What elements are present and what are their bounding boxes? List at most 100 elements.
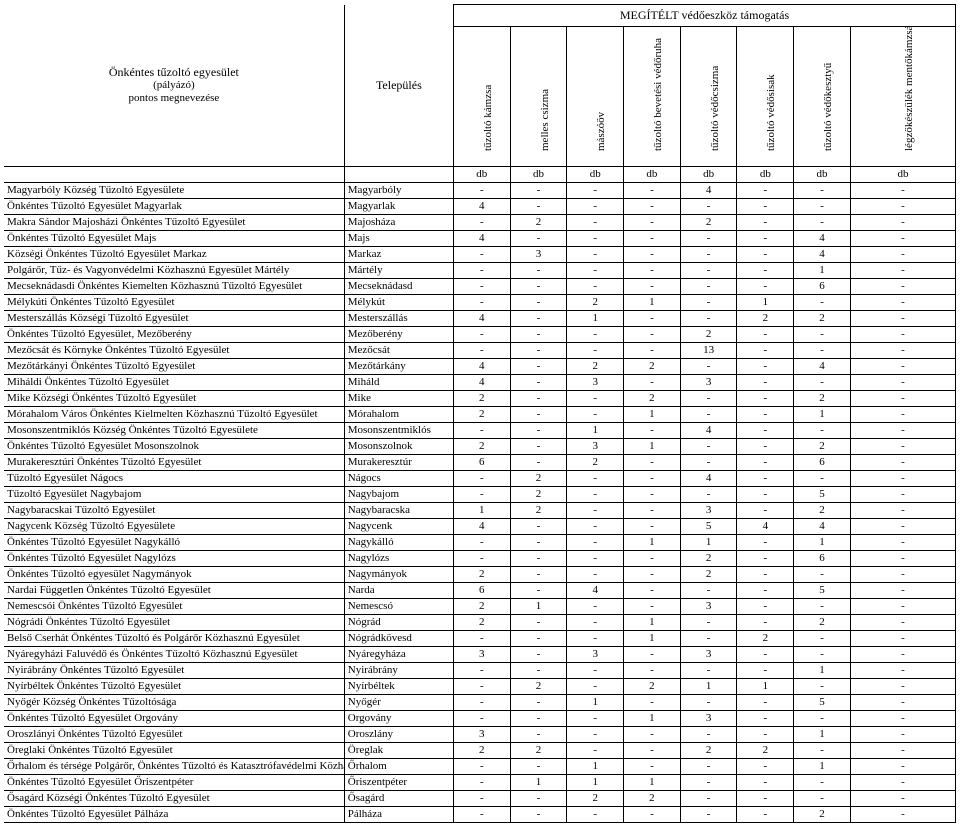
cell-value: 2: [794, 311, 851, 327]
cell-value: -: [850, 423, 955, 439]
cell-value: 2: [453, 407, 510, 423]
cell-name: Öreglaki Önkéntes Tűzoltó Egyesület: [4, 743, 344, 759]
cell-value: -: [624, 567, 681, 583]
cell-value: -: [510, 231, 567, 247]
cell-value: 4: [794, 359, 851, 375]
cell-value: -: [567, 183, 624, 199]
cell-value: -: [624, 599, 681, 615]
cell-town: Nagykálló: [344, 535, 453, 551]
cell-town: Nagybajom: [344, 487, 453, 503]
header-col-label-6: tűzoltó védőkesztyű: [822, 63, 835, 151]
header-applicant-line1: Önkéntes tűzoltó egyesület: [7, 66, 341, 79]
cell-name: Önkéntes Tűzoltó Egyesület Nagylózs: [4, 551, 344, 567]
cell-value: -: [567, 503, 624, 519]
cell-value: -: [737, 711, 794, 727]
table-row: Önkéntes Tűzoltó Egyesület PálházaPálház…: [4, 807, 956, 823]
cell-value: 2: [510, 487, 567, 503]
table-row: Belső Cserhát Önkéntes Tűzoltó és Polgár…: [4, 631, 956, 647]
cell-value: 3: [680, 647, 737, 663]
cell-town: Oroszlány: [344, 727, 453, 743]
cell-value: -: [680, 695, 737, 711]
cell-value: -: [680, 487, 737, 503]
table-row: Önkéntes Tűzoltó Egyesület NagylózsNagyl…: [4, 551, 956, 567]
cell-value: -: [624, 247, 681, 263]
header-title: MEGÍTÉLT védőeszköz támogatás: [453, 5, 955, 27]
cell-value: 2: [567, 791, 624, 807]
cell-value: -: [567, 615, 624, 631]
cell-name: Mecseknádasdi Önkéntes Kiemelten Közhasz…: [4, 279, 344, 295]
cell-value: 1: [737, 679, 794, 695]
cell-value: -: [624, 327, 681, 343]
cell-value: -: [737, 199, 794, 215]
cell-value: -: [737, 791, 794, 807]
table-row: Tűzoltó Egyesület NágocsNágocs-2--4---: [4, 471, 956, 487]
cell-value: 2: [567, 455, 624, 471]
cell-value: -: [737, 551, 794, 567]
cell-town: Nagymányok: [344, 567, 453, 583]
cell-name: Mezőcsát és Környke Önkéntes Tűzoltó Egy…: [4, 343, 344, 359]
cell-value: 4: [453, 375, 510, 391]
cell-value: 1: [794, 535, 851, 551]
table-row: Községi Önkéntes Tűzoltó Egyesület Marka…: [4, 247, 956, 263]
cell-town: Mezőtárkány: [344, 359, 453, 375]
cell-value: -: [850, 183, 955, 199]
cell-value: -: [850, 311, 955, 327]
cell-value: -: [624, 695, 681, 711]
cell-value: -: [850, 391, 955, 407]
cell-value: 1: [510, 599, 567, 615]
cell-value: -: [624, 455, 681, 471]
cell-value: 2: [680, 215, 737, 231]
cell-value: 1: [567, 759, 624, 775]
cell-town: Nyőgér: [344, 695, 453, 711]
cell-town: Mosonszentmiklós: [344, 423, 453, 439]
cell-value: -: [510, 551, 567, 567]
cell-value: -: [510, 615, 567, 631]
cell-value: -: [453, 695, 510, 711]
cell-name: Ősagárd Községi Önkéntes Tűzoltó Egyesül…: [4, 791, 344, 807]
cell-town: Nagycenk: [344, 519, 453, 535]
cell-value: -: [850, 519, 955, 535]
cell-value: -: [737, 343, 794, 359]
cell-value: -: [567, 471, 624, 487]
cell-value: 2: [737, 743, 794, 759]
cell-value: 4: [680, 423, 737, 439]
cell-value: -: [850, 727, 955, 743]
header-col-label-4: tűzoltó védőcsizma: [709, 66, 722, 151]
cell-value: -: [850, 503, 955, 519]
cell-value: 13: [680, 343, 737, 359]
cell-value: 1: [624, 631, 681, 647]
cell-value: -: [794, 679, 851, 695]
cell-value: -: [624, 343, 681, 359]
cell-value: -: [850, 407, 955, 423]
cell-value: 2: [680, 567, 737, 583]
table-row: Nemescsói Önkéntes Tűzoltó EgyesületNeme…: [4, 599, 956, 615]
cell-town: Nagylózs: [344, 551, 453, 567]
cell-value: 1: [680, 679, 737, 695]
header-col-3: tűzoltó bevetési védőruha: [624, 27, 681, 167]
cell-value: 1: [680, 535, 737, 551]
cell-town: Mesterszállás: [344, 311, 453, 327]
cell-name: Nyőgér Község Önkéntes Tűzoltósága: [4, 695, 344, 711]
cell-value: 5: [794, 583, 851, 599]
cell-value: 2: [510, 215, 567, 231]
cell-value: 2: [794, 503, 851, 519]
table-row: Nardai Független Önkéntes Tűzoltó Egyesü…: [4, 583, 956, 599]
cell-value: 2: [567, 359, 624, 375]
cell-name: Önkéntes Tűzoltó Egyesület Orgovány: [4, 711, 344, 727]
cell-value: -: [680, 311, 737, 327]
cell-value: -: [850, 615, 955, 631]
cell-value: -: [850, 247, 955, 263]
table-row: Nyáregyházi Faluvédő és Önkéntes Tűzoltó…: [4, 647, 956, 663]
cell-value: -: [850, 295, 955, 311]
cell-value: -: [850, 471, 955, 487]
cell-value: 2: [624, 359, 681, 375]
cell-value: -: [453, 343, 510, 359]
cell-value: -: [624, 199, 681, 215]
cell-value: -: [737, 183, 794, 199]
cell-town: Pálháza: [344, 807, 453, 823]
cell-value: -: [567, 599, 624, 615]
cell-name: Mike Községi Önkéntes Tűzoltó Egyesület: [4, 391, 344, 407]
cell-town: Nagybaracska: [344, 503, 453, 519]
header-unit-6: db: [794, 167, 851, 183]
cell-value: -: [453, 535, 510, 551]
